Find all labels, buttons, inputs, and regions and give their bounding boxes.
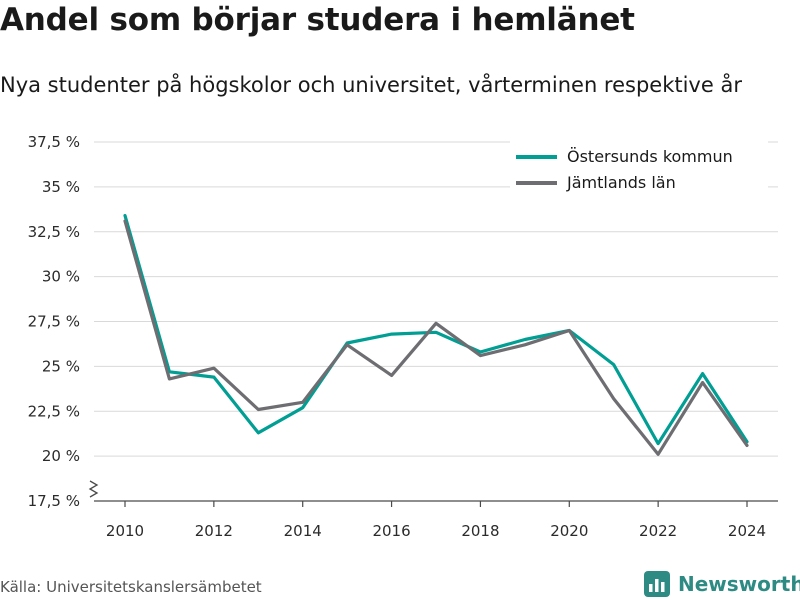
bar-chart-icon — [644, 571, 670, 597]
series-lines — [123, 214, 749, 456]
y-tick-label: 25 % — [42, 357, 80, 375]
axes: 17,5 % 20 % 22,5 % 25 % 27,5 % 30 % 32,5 % 35 %… — [28, 133, 778, 540]
x-tick-label: 2010 — [106, 522, 144, 540]
x-tick-label: 2014 — [284, 522, 322, 540]
y-tick-label: 35 % — [42, 178, 80, 196]
y-tick-label: 22,5 % — [28, 402, 80, 420]
x-tick-label: 2018 — [461, 522, 499, 540]
y-tick-label: 20 % — [42, 447, 80, 465]
y-tick-label: 32,5 % — [28, 223, 80, 241]
chart-subtitle: Nya studenter på högskolor och universit… — [0, 73, 742, 97]
line-chart: 17,5 % 20 % 22,5 % 25 % 27,5 % 30 % 32,5 % 35 %… — [28, 133, 778, 540]
x-tick-label: 2016 — [372, 522, 410, 540]
brand-name: Newsworthy — [678, 572, 800, 596]
x-tick-label: 2022 — [639, 522, 677, 540]
legend-background — [510, 138, 768, 198]
series-line-1 — [123, 214, 749, 446]
x-tick-label: 2020 — [550, 522, 588, 540]
axis-break-icon — [88, 480, 99, 498]
legend-label: Jämtlands län — [566, 173, 676, 192]
y-tick-label: 27,5 % — [28, 313, 80, 331]
y-tick-label: 30 % — [42, 268, 80, 286]
brand-logo: Newsworthy — [644, 569, 800, 599]
x-tick-label: 2024 — [728, 522, 766, 540]
y-tick-label: 37,5 % — [28, 133, 80, 151]
chart-title: Andel som börjar studera i hemlänet — [0, 2, 635, 38]
x-tick-label: 2012 — [195, 522, 233, 540]
legend: Östersunds kommun Jämtlands län — [510, 138, 768, 198]
series-line-2 — [123, 219, 749, 456]
legend-label: Östersunds kommun — [567, 147, 733, 166]
source-note: Källa: Universitetskanslersämbetet — [0, 578, 262, 596]
y-tick-label: 17,5 % — [28, 492, 80, 510]
